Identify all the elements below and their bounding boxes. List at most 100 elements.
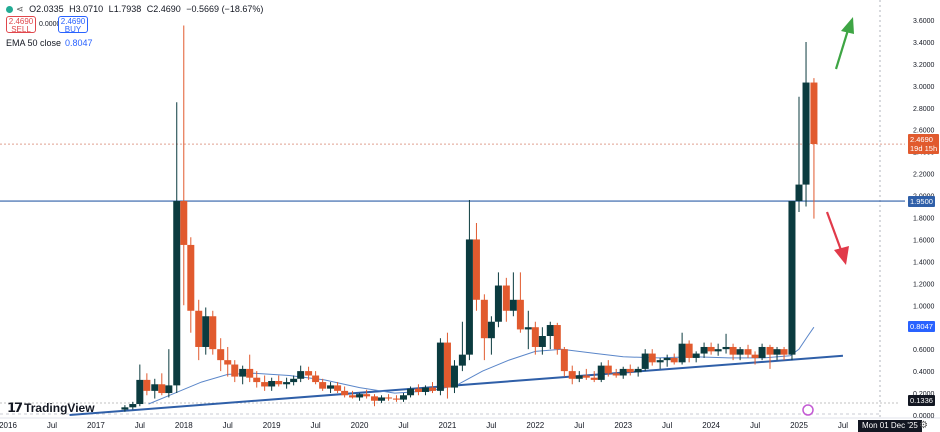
candle-body — [363, 394, 371, 397]
open-value: 2.0335 — [36, 4, 64, 14]
x-tick-label: 2016 — [0, 421, 17, 430]
candle-body — [546, 325, 554, 336]
price-badge-value: 2.4690 — [910, 135, 933, 145]
candle-body — [656, 360, 664, 363]
change-value: −0.5669 (−18.67%) — [186, 4, 264, 14]
candle-body — [590, 377, 598, 380]
y-tick-label: 1.6000 — [913, 237, 935, 244]
y-tick-label: 1.0000 — [913, 303, 935, 310]
share-icon[interactable]: ⋖ — [16, 4, 24, 14]
candle-body — [465, 239, 473, 355]
x-tick-label: Jul — [662, 421, 672, 430]
candle-body — [516, 299, 524, 330]
y-tick-label: 1.2000 — [913, 281, 935, 288]
gear-icon[interactable]: ⚙ — [919, 420, 928, 431]
open-label: O — [29, 4, 37, 14]
sell-label: SELL — [11, 25, 31, 34]
candle-body — [736, 349, 744, 355]
candle-body — [722, 346, 730, 350]
candle-body — [180, 201, 188, 245]
candle-body — [538, 336, 546, 347]
candle-body — [429, 387, 437, 391]
y-tick-label: 3.4000 — [913, 40, 935, 47]
y-tick-label: 1.4000 — [913, 259, 935, 266]
x-tick-label: Jul — [750, 421, 760, 430]
candle-body — [129, 404, 137, 408]
x-tick-label: 2024 — [702, 421, 720, 430]
candle-body — [341, 390, 349, 396]
candle-body — [626, 368, 634, 373]
candle-body — [480, 299, 488, 339]
sell-price: 2.4690 — [8, 17, 34, 26]
low-badge-value: 0.1336 — [910, 395, 933, 405]
ema-name: EMA 50 close — [6, 38, 62, 48]
candle-body — [414, 388, 422, 392]
candle-body — [143, 379, 151, 391]
buy-price: 2.4690 — [60, 17, 86, 26]
x-tick-label: 2020 — [351, 421, 369, 430]
x-tick-label: Jul — [838, 421, 848, 430]
close-label: C — [146, 4, 154, 14]
x-tick-label: 2025 — [790, 421, 808, 430]
candle-body — [217, 349, 225, 361]
trade-panel: 2.4690 SELL 0.0000 2.4690 BUY — [6, 16, 88, 34]
candle-body — [312, 375, 320, 383]
ema-badge-value: 0.8047 — [910, 322, 933, 332]
candle-body — [773, 349, 781, 355]
spread-value: 0.0000 — [39, 21, 61, 28]
candle-body — [751, 354, 759, 358]
ema-legend[interactable]: EMA 50 close 0.8047 — [6, 38, 93, 48]
sell-button[interactable]: 2.4690 SELL — [6, 16, 36, 34]
green-up-arrow-icon — [834, 17, 854, 70]
dot-green-icon — [6, 6, 13, 13]
candle-body — [349, 395, 357, 398]
hline-badge-value: 1.9500 — [910, 196, 933, 206]
y-tick-label: 0.0000 — [913, 413, 935, 420]
red-down-arrow-icon — [825, 211, 849, 265]
candle-body — [553, 325, 561, 350]
ohlc-header: ⋖ O2.0335 H3.0710 L1.7938 C2.4690 −0.566… — [6, 4, 266, 15]
candle-body — [121, 407, 129, 410]
x-tick-label: 2022 — [526, 421, 544, 430]
candle-body — [239, 368, 247, 377]
x-tick-label: 2019 — [263, 421, 281, 430]
candle-body — [663, 357, 671, 361]
candle-body — [531, 327, 539, 347]
buy-button[interactable]: 2.4690 BUY — [58, 16, 88, 34]
candle-body — [582, 375, 590, 378]
candle-body — [619, 368, 627, 376]
candle-body — [692, 353, 700, 358]
tv-logo-icon: 𝟭𝟳 — [7, 400, 23, 415]
candle-body — [766, 346, 774, 355]
low-badge: 0.1336 — [908, 394, 935, 406]
event-marker-icon — [802, 404, 814, 416]
x-tick-label: 2023 — [614, 421, 632, 430]
x-tick-label: Jul — [47, 421, 57, 430]
candle-body — [407, 388, 415, 396]
candle-body — [290, 378, 298, 383]
candle-body — [597, 365, 605, 380]
tradingview-logo[interactable]: 𝟭𝟳 TradingView — [7, 400, 95, 416]
candle-body — [707, 346, 715, 352]
x-tick-label: 2017 — [87, 421, 105, 430]
candle-body — [729, 346, 737, 355]
y-tick-label: 0.4000 — [913, 369, 935, 376]
candle-body — [173, 201, 181, 386]
candle-body — [634, 368, 642, 373]
candle-body — [568, 371, 576, 379]
candle-body — [641, 353, 649, 369]
candle-body — [487, 321, 495, 339]
ema-value: 0.8047 — [65, 38, 93, 48]
candle-body — [319, 382, 327, 389]
low-value: 1.7938 — [113, 4, 142, 14]
y-tick-label: 2.8000 — [913, 106, 935, 113]
y-tick-label: 0.2000 — [913, 391, 935, 398]
low-label: L — [108, 4, 114, 14]
candle-body — [472, 239, 480, 300]
candle-body — [714, 349, 722, 352]
candle-body — [224, 360, 232, 365]
candle-body — [604, 365, 612, 374]
candle-body — [158, 384, 166, 394]
